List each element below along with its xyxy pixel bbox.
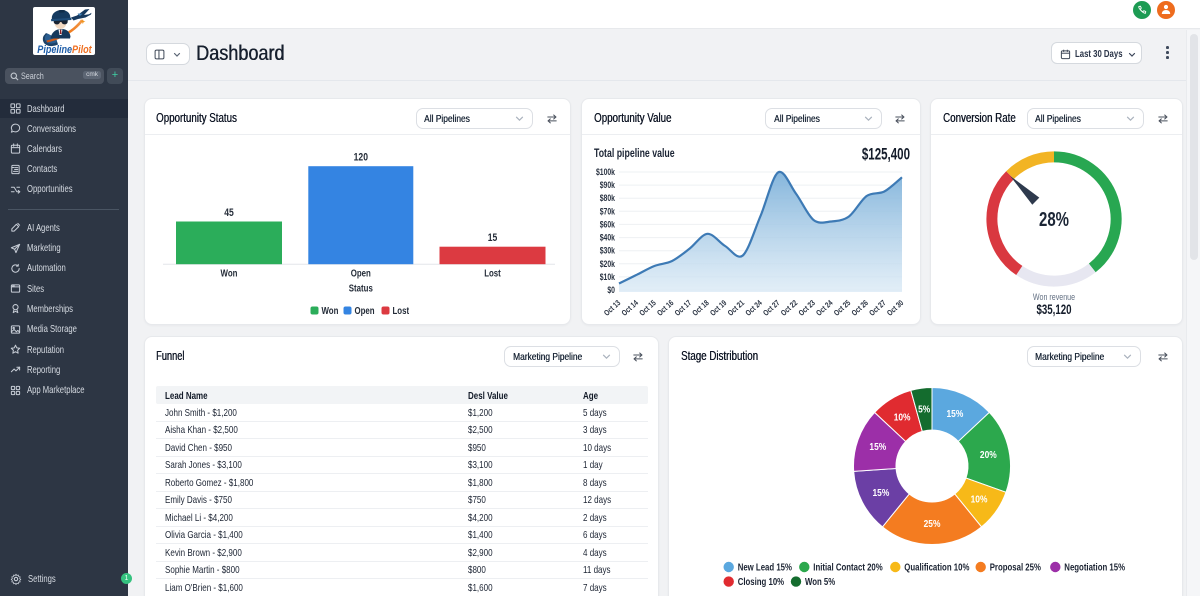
svg-text:10%: 10% (894, 412, 911, 424)
svg-text:Oct 24: Oct 24 (815, 299, 835, 318)
svg-text:5%: 5% (918, 404, 931, 416)
svg-text:Oct 23: Oct 23 (797, 299, 817, 318)
svg-text:Won: Won (321, 305, 338, 316)
svg-text:Open: Open (350, 268, 370, 279)
svg-text:10%: 10% (971, 494, 988, 506)
svg-text:Oct 15: Oct 15 (638, 299, 658, 318)
svg-text:15%: 15% (869, 441, 886, 453)
svg-text:$80k: $80k (600, 193, 616, 203)
svg-text:Negotiation 15%: Negotiation 15% (1064, 561, 1125, 572)
svg-text:PipelinePilot: PipelinePilot (37, 44, 92, 55)
svg-text:Initial Contact 20%: Initial Contact 20% (813, 561, 882, 572)
svg-text:$70k: $70k (600, 206, 616, 216)
svg-text:Oct 21: Oct 21 (726, 299, 746, 318)
svg-text:Oct 18: Oct 18 (691, 299, 711, 318)
svg-text:$35,120: $35,120 (1036, 303, 1071, 318)
svg-text:Proposal 25%: Proposal 25% (990, 561, 1041, 572)
svg-text:$125,400: $125,400 (862, 146, 910, 165)
svg-text:Oct 24: Oct 24 (744, 299, 764, 318)
svg-text:$90k: $90k (600, 180, 616, 190)
svg-text:25%: 25% (924, 518, 941, 530)
svg-text:$100k: $100k (596, 167, 616, 177)
svg-text:$60k: $60k (600, 220, 616, 230)
svg-text:Won: Won (220, 268, 237, 279)
svg-text:Oct 22: Oct 22 (779, 299, 799, 318)
svg-text:45: 45 (224, 207, 234, 219)
svg-text:20%: 20% (980, 449, 997, 461)
svg-text:$30k: $30k (600, 246, 616, 256)
svg-text:Qualification 10%: Qualification 10% (904, 561, 969, 572)
svg-text:Won 5%: Won 5% (805, 576, 835, 587)
svg-text:Lost: Lost (484, 268, 501, 279)
svg-text:Oct 19: Oct 19 (708, 299, 728, 318)
svg-text:Open: Open (354, 305, 374, 316)
svg-text:15: 15 (487, 232, 497, 244)
svg-text:15%: 15% (873, 487, 890, 499)
svg-text:New Lead 15%: New Lead 15% (738, 561, 792, 572)
svg-text:Lost: Lost (392, 305, 409, 316)
svg-text:$20k: $20k (600, 259, 616, 269)
svg-text:$40k: $40k (600, 233, 616, 243)
svg-text:Oct 14: Oct 14 (620, 299, 640, 318)
svg-text:Oct 17: Oct 17 (673, 299, 693, 318)
svg-text:120: 120 (353, 152, 368, 164)
svg-text:28%: 28% (1039, 208, 1069, 231)
svg-text:Oct 30: Oct 30 (885, 299, 905, 318)
svg-text:Status: Status (348, 283, 372, 294)
svg-text:Oct 13: Oct 13 (602, 299, 622, 318)
svg-text:$0: $0 (607, 285, 615, 295)
svg-text:Oct 27: Oct 27 (868, 299, 888, 318)
svg-text:Oct 27: Oct 27 (762, 299, 782, 318)
svg-text:Oct 25: Oct 25 (832, 299, 852, 318)
svg-text:Oct 26: Oct 26 (850, 299, 870, 318)
svg-text:15%: 15% (947, 408, 964, 420)
svg-text:$10k: $10k (600, 272, 616, 282)
svg-text:Oct 16: Oct 16 (655, 299, 675, 318)
svg-text:Closing 10%: Closing 10% (738, 576, 784, 587)
svg-text:Won revenue: Won revenue (1033, 291, 1075, 302)
